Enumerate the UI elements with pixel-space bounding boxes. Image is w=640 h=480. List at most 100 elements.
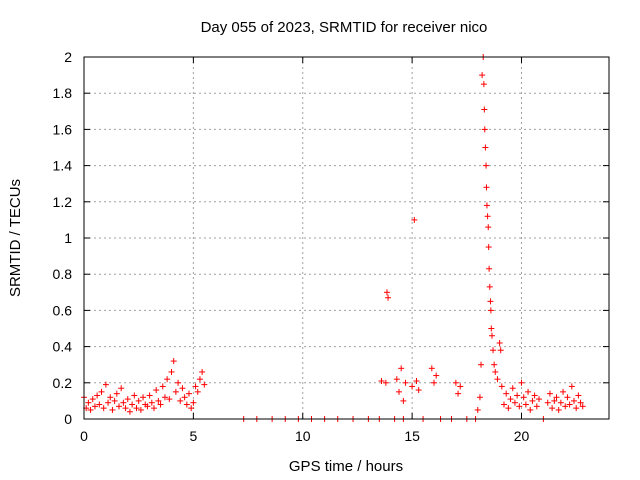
data-point [409, 383, 416, 390]
data-point [201, 381, 208, 388]
data-point [549, 405, 556, 412]
data-point [486, 265, 493, 272]
data-point [179, 385, 186, 392]
data-point [144, 403, 151, 410]
data-point [186, 390, 192, 397]
data-point [172, 388, 179, 395]
y-tick-label: 0.4 [53, 339, 73, 355]
y-tick-label: 0.2 [53, 375, 73, 391]
data-point [516, 403, 523, 410]
x-tick-labels: 0 5 10 15 20 [80, 428, 529, 444]
data-point [522, 401, 529, 408]
data-point [520, 394, 527, 401]
x-tick-label: 20 [514, 428, 530, 444]
data-point [400, 397, 407, 404]
data-point [478, 361, 485, 368]
data-point [527, 406, 534, 413]
data-point [479, 72, 486, 79]
data-point [505, 405, 512, 412]
data-point [91, 403, 98, 410]
y-tick-label: 0.8 [53, 266, 73, 282]
data-point [483, 184, 490, 191]
data-point [555, 406, 562, 413]
data-point [133, 405, 140, 412]
data-point [120, 399, 127, 406]
data-point [124, 396, 131, 403]
data-point [199, 368, 206, 375]
data-point [396, 388, 402, 395]
data-point [428, 365, 435, 372]
y-tick-labels: 0 0.2 0.4 0.6 0.8 1 1.2 1.4 1.6 1.8 2 [53, 49, 73, 427]
data-point [107, 394, 114, 401]
data-point [562, 403, 569, 410]
data-point [571, 397, 577, 404]
data-point [492, 368, 499, 375]
data-point [490, 347, 497, 354]
data-point [487, 298, 494, 305]
data-point [496, 339, 503, 346]
y-tick-label: 0 [64, 411, 72, 427]
data-point [118, 385, 125, 392]
data-point [102, 381, 109, 388]
data-point [518, 379, 525, 386]
data-point [85, 399, 92, 406]
data-point [164, 376, 171, 383]
data-point [433, 372, 440, 379]
data-point [498, 383, 505, 390]
x-tick-label: 15 [404, 428, 420, 444]
data-point [553, 394, 560, 401]
data-point [497, 347, 504, 354]
data-point [94, 392, 101, 399]
data-point [536, 396, 542, 403]
data-point [122, 405, 129, 412]
data-point [100, 405, 107, 412]
data-point [175, 379, 182, 386]
data-point [415, 387, 422, 394]
data-point [378, 377, 385, 384]
data-point [573, 405, 580, 412]
data-point [551, 397, 558, 404]
data-point [488, 332, 495, 339]
data-point [452, 379, 459, 386]
data-point [557, 399, 564, 406]
data-point [89, 396, 96, 403]
data-point [196, 376, 203, 383]
data-point [170, 358, 177, 365]
axis-ticks [83, 56, 609, 420]
data-point [96, 401, 103, 408]
data-point [411, 216, 418, 223]
data-point [514, 392, 521, 399]
data-point [476, 394, 483, 401]
data-point [393, 376, 400, 383]
data-point [140, 394, 147, 401]
data-point [153, 387, 160, 394]
data-point [383, 289, 390, 296]
data-point [135, 397, 142, 404]
data-point [161, 394, 168, 401]
x-tick-label: 0 [80, 428, 88, 444]
data-point [146, 392, 153, 399]
data-point [455, 390, 462, 397]
data-point [474, 406, 481, 413]
data-point [579, 403, 586, 410]
y-tick-label: 0.6 [53, 302, 73, 318]
data-point [98, 388, 105, 395]
data-point [566, 401, 573, 408]
data-point [501, 401, 507, 408]
data-point [482, 144, 489, 151]
y-tick-label: 1.2 [53, 194, 73, 210]
y-tick-label: 1.8 [53, 85, 73, 101]
data-point [568, 383, 575, 390]
y-axis-title: SRMTID / TECUs [7, 179, 24, 297]
data-point [503, 390, 510, 397]
data-point [577, 399, 584, 406]
data-point [126, 408, 133, 415]
data-point [487, 307, 494, 314]
data-point [491, 361, 498, 368]
data-point [194, 388, 201, 395]
data-point [486, 283, 493, 290]
data-point [484, 213, 491, 220]
data-point [131, 392, 138, 399]
data-point [488, 325, 495, 332]
data-point [105, 399, 112, 406]
